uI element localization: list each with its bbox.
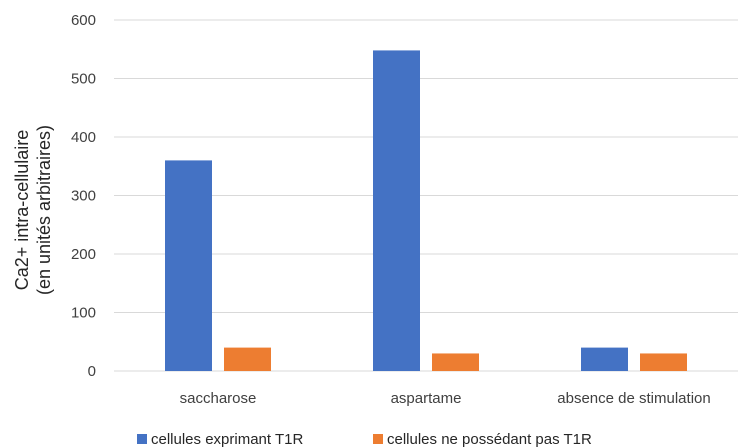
y-tick-label: 400 — [71, 129, 96, 146]
gridlines — [114, 19, 738, 372]
legend-label-1: cellules exprimant T1R — [151, 431, 303, 448]
bar-1-3 — [581, 347, 628, 371]
y-tick-label: 100 — [71, 305, 96, 322]
y-tick-label: 300 — [71, 188, 96, 205]
bar-1-2 — [373, 50, 420, 372]
legend: cellules exprimant T1R cellules ne posséd… — [137, 431, 592, 448]
x-tick-label: saccharose — [180, 390, 257, 407]
y-tick-label: 0 — [88, 363, 96, 380]
bar-1-1 — [165, 160, 212, 371]
legend-swatch-1 — [137, 434, 147, 444]
bar-2-3 — [640, 353, 687, 371]
legend-label-2: cellules ne possédant pas T1R — [387, 431, 592, 448]
bar-2-1 — [224, 347, 271, 371]
x-tick-label: absence de stimulation — [557, 390, 710, 407]
y-tick-label: 600 — [71, 12, 96, 29]
x-axis-ticks: saccharose aspartame absence de stimulatio… — [180, 390, 711, 407]
bars — [165, 50, 687, 372]
legend-swatch-2 — [373, 434, 383, 444]
x-tick-label: aspartame — [391, 390, 462, 407]
bar-2-2 — [432, 353, 479, 371]
y-tick-label: 200 — [71, 246, 96, 263]
y-axis-title-line2: (en unités arbitraires) — [34, 125, 54, 295]
y-tick-label: 500 — [71, 71, 96, 88]
y-axis-title-line1: Ca2+ intra-cellulaire — [12, 130, 32, 291]
y-axis-ticks: 0 100 200 300 400 500 600 — [71, 12, 96, 380]
